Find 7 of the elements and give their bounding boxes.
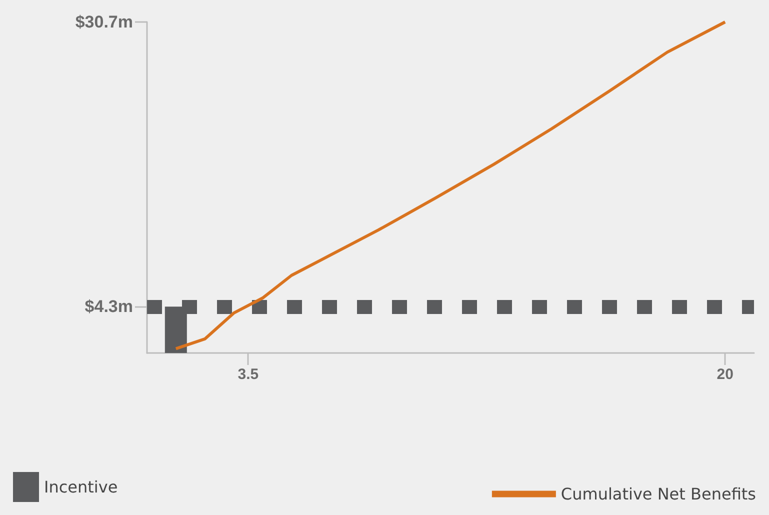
line-series xyxy=(174,20,727,350)
y-tick-label: $4.3m xyxy=(84,297,133,316)
y-tick-label: $30.7m xyxy=(75,12,133,32)
legend-label: Cumulative Net Benefits xyxy=(560,484,756,504)
legend-label: Incentive xyxy=(44,478,118,496)
x-tick-label: 3.5 xyxy=(238,366,259,383)
x-tick-label: 20 xyxy=(716,366,734,383)
